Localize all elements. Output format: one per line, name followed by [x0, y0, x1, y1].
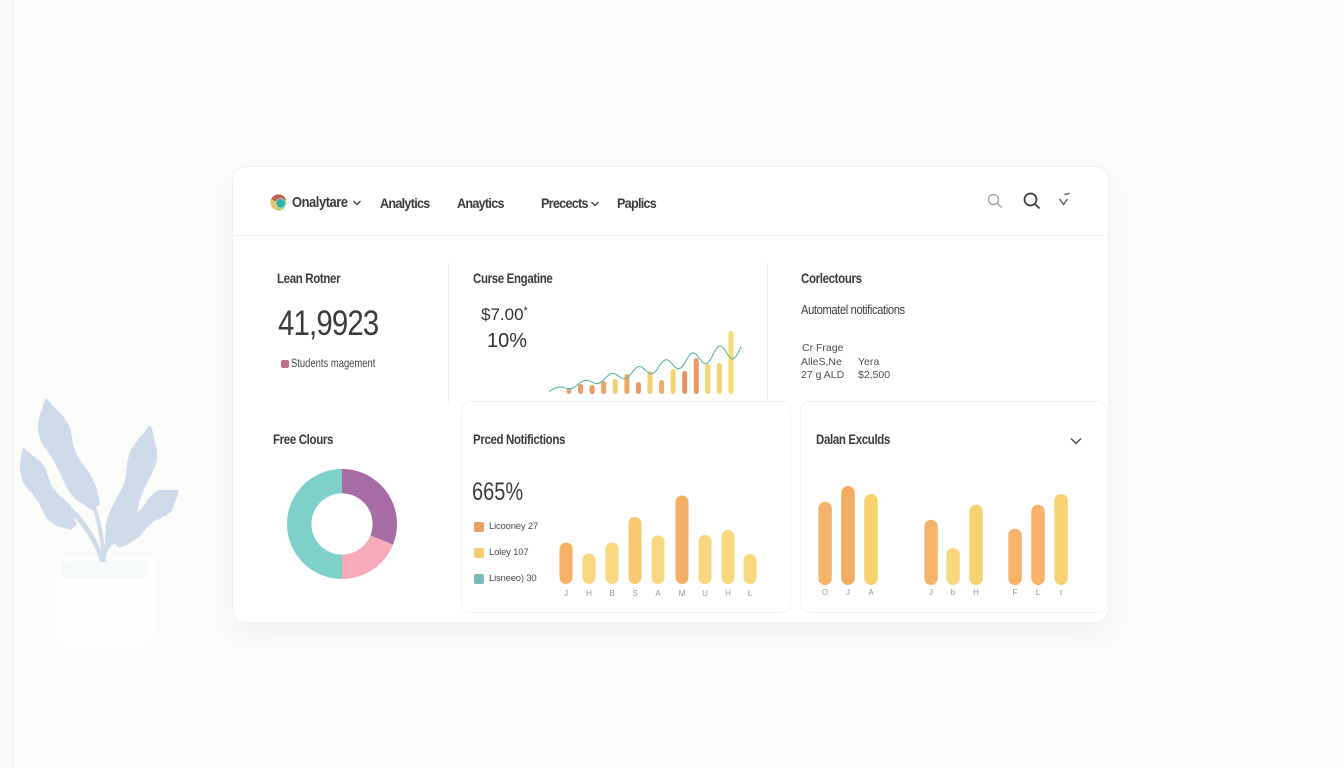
svg-text:t: t — [1060, 588, 1063, 597]
svg-text:F: F — [1013, 588, 1018, 597]
svg-text:b: b — [951, 588, 956, 597]
svg-text:H: H — [973, 588, 979, 597]
svg-text:B: B — [609, 589, 614, 598]
svg-text:J: J — [929, 588, 933, 597]
svg-text:U: U — [702, 589, 708, 598]
svg-text:H: H — [725, 589, 731, 598]
svg-text:S: S — [632, 589, 637, 598]
svg-text:J: J — [846, 588, 850, 597]
svg-text:J: J — [564, 589, 568, 598]
svg-text:O: O — [822, 588, 828, 597]
svg-text:A: A — [868, 588, 874, 597]
svg-text:L: L — [1036, 588, 1041, 597]
svg-text:L: L — [748, 589, 753, 598]
svg-text:H: H — [586, 589, 592, 598]
svg-text:M: M — [679, 589, 686, 598]
svg-text:A: A — [655, 589, 661, 598]
